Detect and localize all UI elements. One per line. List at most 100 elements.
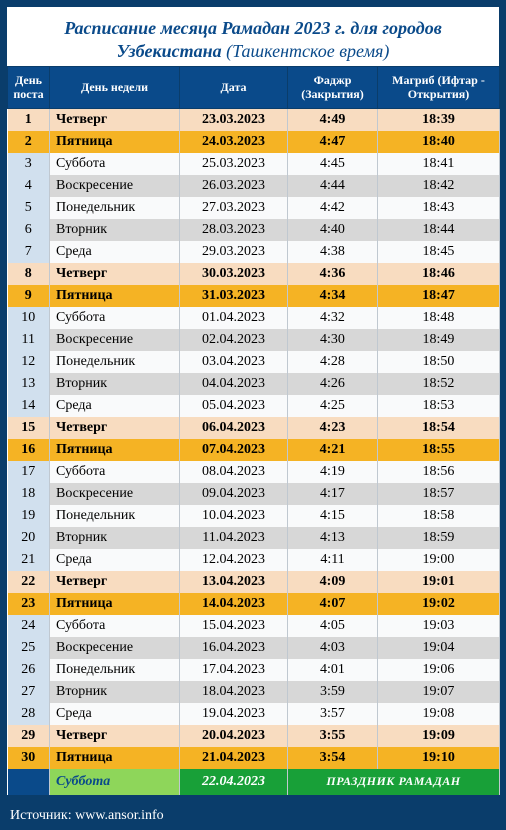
cell-weekday: Понедельник [50, 659, 180, 681]
title-line2a: Узбекистана [117, 41, 222, 61]
cell-day-num: 24 [8, 615, 50, 637]
cell-fajr: 4:25 [288, 395, 378, 417]
table-row: 12Понедельник03.04.20234:2818:50 [8, 351, 500, 373]
cell-day-num: 15 [8, 417, 50, 439]
table-row: 7Среда29.03.20234:3818:45 [8, 241, 500, 263]
cell-fajr: 4:26 [288, 373, 378, 395]
cell-date: 12.04.2023 [180, 549, 288, 571]
cell-day-num: 17 [8, 461, 50, 483]
cell-weekday: Суббота [50, 461, 180, 483]
cell-maghrib: 19:10 [378, 747, 500, 769]
table-row: 18Воскресение09.04.20234:1718:57 [8, 483, 500, 505]
title-line1: Расписание месяца Рамадан 2023 г. для го… [64, 18, 441, 38]
holiday-weekday: Суббота [50, 769, 180, 795]
cell-maghrib: 18:40 [378, 131, 500, 153]
cell-fajr: 4:05 [288, 615, 378, 637]
cell-maghrib: 18:41 [378, 153, 500, 175]
cell-maghrib: 18:39 [378, 108, 500, 131]
cell-date: 15.04.2023 [180, 615, 288, 637]
table-row: 25Воскресение16.04.20234:0319:04 [8, 637, 500, 659]
cell-weekday: Воскресение [50, 329, 180, 351]
table-row: 11Воскресение02.04.20234:3018:49 [8, 329, 500, 351]
cell-maghrib: 19:06 [378, 659, 500, 681]
cell-date: 02.04.2023 [180, 329, 288, 351]
cell-maghrib: 18:58 [378, 505, 500, 527]
cell-date: 14.04.2023 [180, 593, 288, 615]
cell-date: 30.03.2023 [180, 263, 288, 285]
cell-maghrib: 18:59 [378, 527, 500, 549]
cell-date: 10.04.2023 [180, 505, 288, 527]
cell-fajr: 4:01 [288, 659, 378, 681]
page-title: Расписание месяца Рамадан 2023 г. для го… [7, 7, 499, 66]
cell-maghrib: 19:01 [378, 571, 500, 593]
cell-day-num: 22 [8, 571, 50, 593]
cell-maghrib: 18:46 [378, 263, 500, 285]
cell-date: 18.04.2023 [180, 681, 288, 703]
cell-maghrib: 18:45 [378, 241, 500, 263]
cell-date: 24.03.2023 [180, 131, 288, 153]
cell-day-num: 7 [8, 241, 50, 263]
cell-day-num: 10 [8, 307, 50, 329]
table-row: 9Пятница31.03.20234:3418:47 [8, 285, 500, 307]
cell-weekday: Вторник [50, 373, 180, 395]
cell-maghrib: 18:50 [378, 351, 500, 373]
table-row: 27Вторник18.04.20233:5919:07 [8, 681, 500, 703]
cell-fajr: 3:59 [288, 681, 378, 703]
cell-maghrib: 18:42 [378, 175, 500, 197]
cell-weekday: Вторник [50, 219, 180, 241]
cell-date: 08.04.2023 [180, 461, 288, 483]
cell-day-num: 3 [8, 153, 50, 175]
col-date: Дата [180, 66, 288, 108]
cell-weekday: Понедельник [50, 351, 180, 373]
cell-weekday: Воскресение [50, 175, 180, 197]
cell-weekday: Пятница [50, 131, 180, 153]
cell-day-num: 13 [8, 373, 50, 395]
cell-fajr: 3:57 [288, 703, 378, 725]
cell-day-num: 18 [8, 483, 50, 505]
cell-weekday: Среда [50, 703, 180, 725]
col-day-num: День поста [8, 66, 50, 108]
cell-fajr: 4:40 [288, 219, 378, 241]
col-fajr: Фаджр (Закрытия) [288, 66, 378, 108]
cell-fajr: 4:21 [288, 439, 378, 461]
cell-maghrib: 18:44 [378, 219, 500, 241]
table-row: 10Суббота01.04.20234:3218:48 [8, 307, 500, 329]
cell-maghrib: 19:07 [378, 681, 500, 703]
cell-day-num: 1 [8, 108, 50, 131]
schedule-table: День поста День недели Дата Фаджр (Закры… [7, 66, 500, 795]
cell-day-num: 16 [8, 439, 50, 461]
table-row: 5Понедельник27.03.20234:4218:43 [8, 197, 500, 219]
cell-fajr: 4:17 [288, 483, 378, 505]
cell-date: 21.04.2023 [180, 747, 288, 769]
cell-day-num: 29 [8, 725, 50, 747]
cell-fajr: 4:38 [288, 241, 378, 263]
cell-day-num: 9 [8, 285, 50, 307]
cell-fajr: 4:30 [288, 329, 378, 351]
cell-date: 11.04.2023 [180, 527, 288, 549]
cell-weekday: Среда [50, 549, 180, 571]
table-row: 1Четверг23.03.20234:4918:39 [8, 108, 500, 131]
cell-date: 23.03.2023 [180, 108, 288, 131]
cell-date: 04.04.2023 [180, 373, 288, 395]
table-row: 21Среда12.04.20234:1119:00 [8, 549, 500, 571]
cell-day-num: 20 [8, 527, 50, 549]
table-body: 1Четверг23.03.20234:4918:392Пятница24.03… [8, 108, 500, 795]
cell-weekday: Вторник [50, 527, 180, 549]
cell-date: 19.04.2023 [180, 703, 288, 725]
table-row: 28Среда19.04.20233:5719:08 [8, 703, 500, 725]
table-row: 30Пятница21.04.20233:5419:10 [8, 747, 500, 769]
cell-fajr: 3:54 [288, 747, 378, 769]
cell-fajr: 4:07 [288, 593, 378, 615]
table-row: 23Пятница14.04.20234:0719:02 [8, 593, 500, 615]
cell-maghrib: 18:55 [378, 439, 500, 461]
cell-maghrib: 19:02 [378, 593, 500, 615]
cell-date: 05.04.2023 [180, 395, 288, 417]
table-row: 13Вторник04.04.20234:2618:52 [8, 373, 500, 395]
cell-date: 16.04.2023 [180, 637, 288, 659]
cell-day-num: 26 [8, 659, 50, 681]
cell-weekday: Четверг [50, 417, 180, 439]
cell-weekday: Понедельник [50, 505, 180, 527]
cell-fajr: 4:45 [288, 153, 378, 175]
schedule-container: Расписание месяца Рамадан 2023 г. для го… [6, 6, 500, 796]
cell-fajr: 4:28 [288, 351, 378, 373]
